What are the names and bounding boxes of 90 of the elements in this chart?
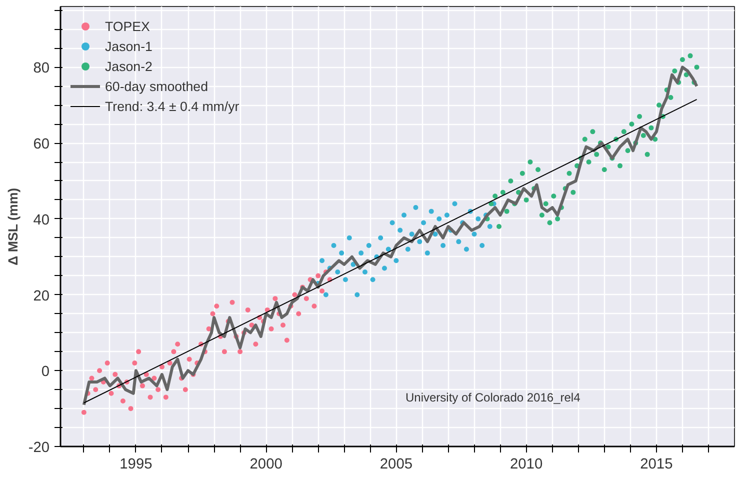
point	[680, 57, 685, 62]
point	[432, 232, 438, 237]
x-tick-label: 1995	[120, 456, 152, 472]
point	[370, 277, 376, 282]
point	[672, 68, 678, 74]
point	[320, 258, 325, 264]
point	[476, 216, 481, 222]
point	[358, 250, 364, 256]
point	[555, 216, 560, 222]
legend-label: Jason-1	[105, 38, 152, 54]
y-tick-label: 60	[33, 136, 50, 153]
point	[409, 232, 414, 237]
point	[536, 167, 541, 172]
legend-label: Jason-2	[105, 58, 152, 74]
point	[547, 220, 552, 226]
point	[366, 242, 372, 248]
point	[323, 292, 328, 298]
point	[648, 125, 654, 130]
point	[566, 170, 572, 176]
point	[346, 235, 352, 240]
legend-label: Trend: 3.4 ± 0.4 mm/yr	[105, 98, 240, 114]
y-tick-label: 80	[33, 60, 50, 77]
point	[492, 194, 498, 199]
point	[390, 220, 395, 226]
point	[504, 208, 510, 214]
point	[362, 270, 368, 275]
point	[342, 277, 348, 282]
x-tick-label: 2005	[380, 456, 413, 472]
point	[417, 239, 422, 244]
point	[339, 250, 344, 256]
point	[421, 220, 426, 226]
point	[594, 152, 600, 157]
point	[629, 122, 634, 127]
point	[640, 132, 646, 138]
y-tick-label: -20	[28, 440, 50, 456]
point	[621, 129, 626, 134]
point	[500, 190, 506, 195]
point	[452, 201, 458, 206]
point	[618, 163, 622, 168]
y-axis-title: Δ MSL (mm)	[5, 188, 20, 266]
legend-label: TOPEX	[105, 18, 150, 34]
x-tick-label: 2015	[640, 456, 673, 472]
x-tick-label: 2010	[510, 456, 543, 472]
point	[543, 201, 548, 206]
point	[524, 197, 529, 202]
point	[386, 246, 391, 252]
y-tick-label: 0	[41, 364, 50, 380]
point	[413, 205, 418, 210]
point	[402, 212, 407, 218]
point	[382, 266, 387, 271]
point	[378, 235, 384, 240]
point	[590, 129, 596, 134]
point	[539, 212, 544, 218]
point	[464, 246, 469, 252]
point	[472, 232, 477, 237]
point	[444, 212, 450, 218]
point	[668, 95, 674, 100]
annotation: University of Colorado 2016_rel4	[406, 390, 581, 404]
point	[637, 114, 642, 119]
point	[440, 242, 446, 248]
point	[424, 250, 430, 256]
point	[394, 258, 399, 264]
point	[335, 270, 340, 275]
point	[436, 216, 442, 222]
point	[331, 242, 336, 248]
point	[354, 292, 360, 298]
point	[625, 148, 630, 154]
point	[644, 152, 650, 157]
point	[570, 190, 576, 195]
point	[582, 136, 588, 142]
point	[480, 242, 485, 248]
point	[428, 208, 434, 214]
point	[586, 160, 592, 165]
x-tick-label: 2000	[250, 456, 282, 472]
point	[496, 224, 502, 229]
point	[528, 160, 533, 165]
point	[551, 194, 556, 199]
y-tick-label: 20	[33, 288, 50, 304]
point	[405, 246, 410, 252]
point	[520, 170, 525, 176]
point	[688, 53, 693, 58]
point	[487, 224, 492, 229]
legend-label: 60-day smoothed	[105, 78, 208, 94]
point	[656, 102, 662, 108]
point	[602, 167, 607, 172]
y-tick-label: 40	[33, 212, 50, 228]
point	[456, 239, 462, 244]
point	[398, 228, 403, 233]
point	[694, 64, 700, 70]
point	[508, 178, 514, 184]
